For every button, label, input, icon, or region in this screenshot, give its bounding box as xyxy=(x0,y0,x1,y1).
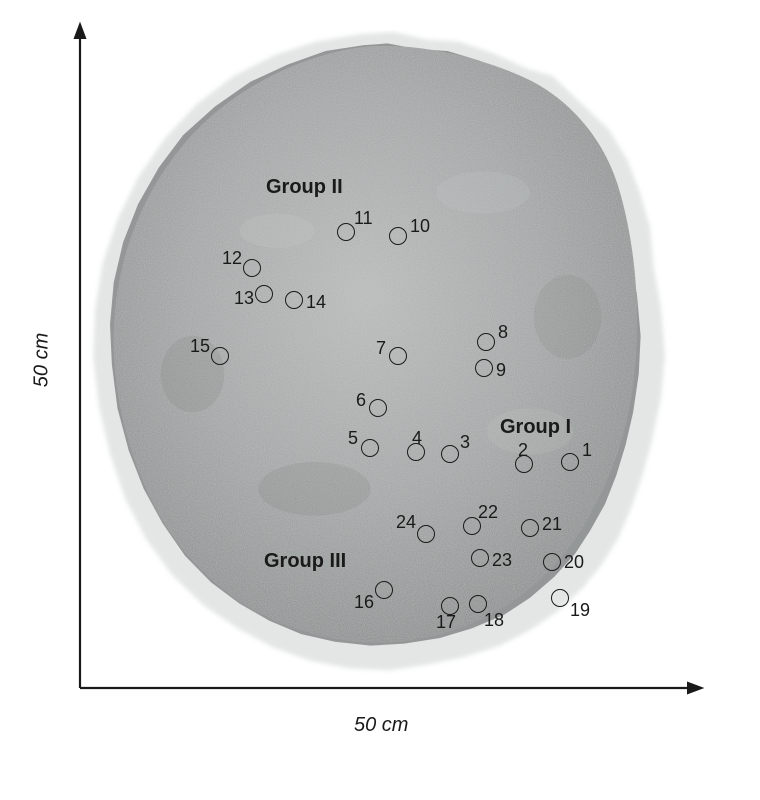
sample-label-19: 19 xyxy=(570,600,590,621)
sample-label-20: 20 xyxy=(564,552,584,573)
sample-label-9: 9 xyxy=(496,360,506,381)
sample-marker-23 xyxy=(471,549,489,567)
sample-label-1: 1 xyxy=(582,440,592,461)
sample-marker-16 xyxy=(375,581,393,599)
sample-label-18: 18 xyxy=(484,610,504,631)
sample-label-7: 7 xyxy=(376,338,386,359)
sample-marker-7 xyxy=(389,347,407,365)
sample-label-2: 2 xyxy=(518,440,528,461)
figure-stage: 123456789101112131415161718192021222324 … xyxy=(0,0,760,800)
sample-label-15: 15 xyxy=(190,336,210,357)
sample-label-10: 10 xyxy=(410,216,430,237)
sample-label-22: 22 xyxy=(478,502,498,523)
sample-marker-11 xyxy=(337,223,355,241)
sample-label-4: 4 xyxy=(412,428,422,449)
sample-marker-15 xyxy=(211,347,229,365)
sample-label-5: 5 xyxy=(348,428,358,449)
sample-marker-5 xyxy=(361,439,379,457)
sample-marker-12 xyxy=(243,259,261,277)
sample-label-23: 23 xyxy=(492,550,512,571)
group-label-2: Group I xyxy=(500,416,571,439)
sample-label-14: 14 xyxy=(306,292,326,313)
sample-marker-8 xyxy=(477,333,495,351)
sample-marker-3 xyxy=(441,445,459,463)
sample-label-24: 24 xyxy=(396,512,416,533)
sample-marker-1 xyxy=(561,453,579,471)
sample-label-13: 13 xyxy=(234,288,254,309)
sample-label-8: 8 xyxy=(498,322,508,343)
sample-marker-20 xyxy=(543,553,561,571)
y-axis-label: 50 cm xyxy=(31,333,54,387)
sample-marker-9 xyxy=(475,359,493,377)
sample-label-6: 6 xyxy=(356,390,366,411)
group-label-1: Group II xyxy=(266,176,343,199)
group-label-3: Group III xyxy=(264,550,346,573)
sample-label-3: 3 xyxy=(460,432,470,453)
sample-label-11: 11 xyxy=(354,208,373,229)
plot-area: 123456789101112131415161718192021222324 … xyxy=(80,30,680,680)
sample-label-12: 12 xyxy=(222,248,242,269)
sample-marker-21 xyxy=(521,519,539,537)
sample-label-16: 16 xyxy=(354,592,374,613)
sample-marker-24 xyxy=(417,525,435,543)
sample-marker-6 xyxy=(369,399,387,417)
sample-marker-14 xyxy=(285,291,303,309)
sample-marker-13 xyxy=(255,285,273,303)
sample-marker-10 xyxy=(389,227,407,245)
sample-label-21: 21 xyxy=(542,514,562,535)
sample-label-17: 17 xyxy=(436,612,456,633)
x-axis-label: 50 cm xyxy=(354,714,408,737)
sample-marker-19 xyxy=(551,589,569,607)
